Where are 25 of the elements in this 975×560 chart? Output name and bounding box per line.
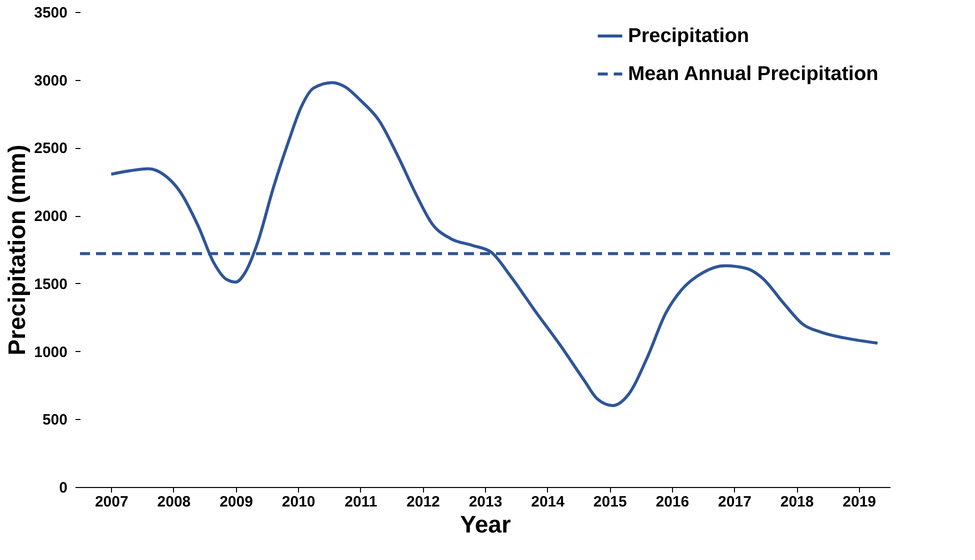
- x-tick-label: 2018: [780, 494, 814, 510]
- x-tick-label: 2007: [94, 494, 128, 510]
- x-tick-label: 2011: [344, 494, 378, 510]
- x-tick-label: 2010: [282, 494, 316, 510]
- x-tick-label: 2013: [468, 494, 502, 510]
- y-tick-label: 2000: [34, 208, 68, 226]
- x-tick-label: 2009: [220, 494, 253, 510]
- x-tick-label: 2012: [406, 494, 440, 510]
- y-tick-label: 1500: [34, 276, 68, 293]
- y-tick-label: 3500: [34, 4, 68, 22]
- y-tick-label: 2500: [34, 140, 68, 158]
- x-axis-title: Year: [460, 512, 511, 538]
- y-tick-label: 3000: [34, 72, 68, 90]
- x-tick-label: 2016: [656, 494, 690, 510]
- x-tick-label: 2017: [718, 494, 752, 510]
- x-tick-label: 2008: [157, 494, 191, 510]
- y-tick-label: 0: [59, 480, 68, 496]
- legend-label: Precipitation: [628, 25, 750, 47]
- x-tick-label: 2014: [531, 494, 566, 510]
- x-tick-label: 2019: [842, 494, 876, 510]
- y-tick-label: 500: [42, 412, 68, 429]
- y-axis-title: Precipitation (mm): [4, 144, 32, 356]
- x-tick-label: 2015: [593, 494, 627, 510]
- y-tick-label: 1000: [34, 344, 68, 361]
- legend-label: Mean Annual Precipitation: [628, 63, 878, 85]
